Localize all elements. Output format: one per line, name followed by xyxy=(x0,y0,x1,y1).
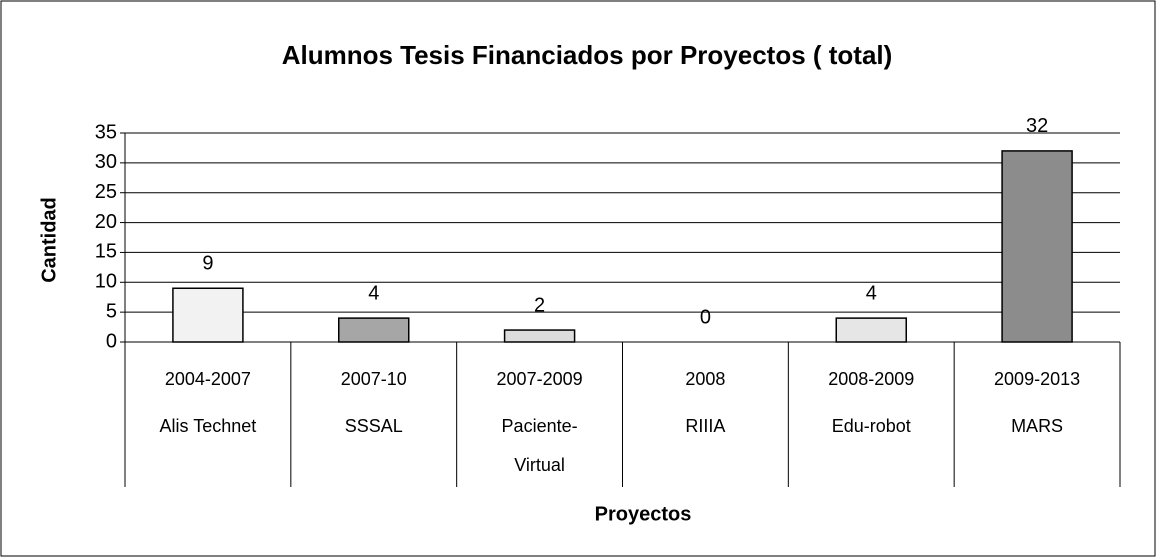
bar xyxy=(835,317,907,343)
y-tick-label: 10 xyxy=(95,271,117,293)
x-tick-label: 2007-2009 xyxy=(497,369,583,389)
data-label: 0 xyxy=(700,306,711,328)
chart-title: Alumnos Tesis Financiados por Proyectos … xyxy=(282,40,893,70)
x-axis-label: Proyectos xyxy=(595,503,692,525)
x-tick-label: Paciente-Virtual xyxy=(502,416,578,475)
bar xyxy=(172,287,244,343)
y-tick-label: 0 xyxy=(106,330,117,352)
bar xyxy=(503,329,576,343)
y-axis-label: Cantidad xyxy=(38,197,60,283)
x-tick-label: SSSAL xyxy=(345,416,403,436)
y-tick-label: 25 xyxy=(95,181,117,203)
y-tick-label: 30 xyxy=(95,151,117,173)
x-tick-label: RIIIA xyxy=(685,416,725,436)
x-tick-label: 2008-2009 xyxy=(828,369,914,389)
data-label: 4 xyxy=(866,282,877,304)
x-tick-label: Alis Technet xyxy=(160,416,257,436)
y-tick-label: 20 xyxy=(95,211,117,233)
data-label: 9 xyxy=(202,253,213,275)
x-tick-label: 2009-2013 xyxy=(994,369,1080,389)
bar xyxy=(338,317,410,343)
y-tick-label: 5 xyxy=(106,300,117,322)
data-label: 32 xyxy=(1026,115,1048,137)
x-tick-label: MARS xyxy=(1011,416,1063,436)
bar xyxy=(1001,150,1073,343)
y-tick-label: 35 xyxy=(95,121,117,143)
x-tick-label: 2007-10 xyxy=(341,369,407,389)
x-tick-label: Edu-robot xyxy=(832,416,911,436)
x-tick-label: 2004-2007 xyxy=(165,369,251,389)
x-tick-label: 2008 xyxy=(685,369,725,389)
data-label: 2 xyxy=(534,294,545,316)
data-label: 4 xyxy=(368,282,379,304)
y-tick-label: 15 xyxy=(95,241,117,263)
